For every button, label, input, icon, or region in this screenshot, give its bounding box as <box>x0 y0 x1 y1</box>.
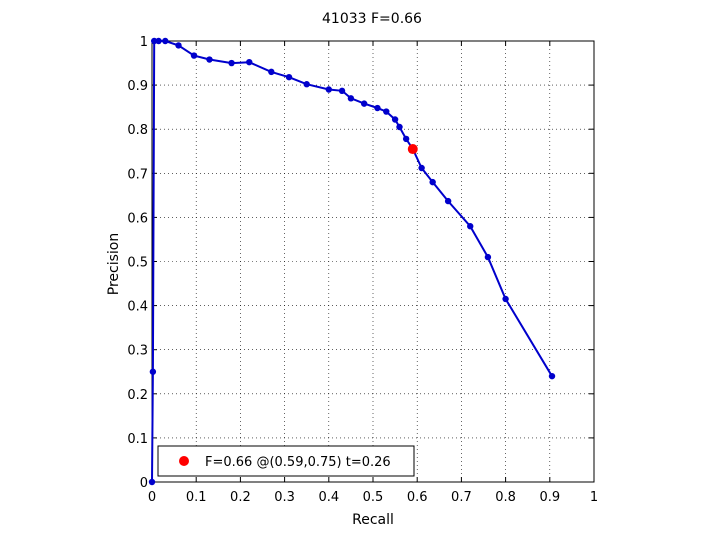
y-tick-label: 0.4 <box>127 300 148 315</box>
legend-box <box>157 445 415 477</box>
highlight-layer <box>407 144 418 155</box>
legend-marker <box>179 456 189 466</box>
data-point <box>268 68 275 76</box>
x-tick-label: 0.2 <box>230 490 251 505</box>
data-point <box>374 104 381 112</box>
data-point <box>360 100 368 107</box>
x-tick-label: 0.6 <box>407 490 428 505</box>
data-point <box>325 86 332 93</box>
data-point <box>162 37 169 45</box>
data-point <box>149 368 157 375</box>
data-point <box>484 253 492 261</box>
data-point <box>383 108 390 115</box>
series-layer <box>148 37 556 486</box>
data-point <box>228 59 235 67</box>
x-tick-label: 0.7 <box>451 490 472 505</box>
data-point <box>418 164 425 172</box>
grid <box>152 41 594 482</box>
y-tick-label: 0.7 <box>127 167 148 182</box>
data-point <box>303 81 310 88</box>
legend-label: F=0.66 @(0.59,0.75) t=0.26 <box>205 455 391 470</box>
data-point <box>155 37 162 45</box>
x-tick-label: 0.5 <box>363 490 384 505</box>
x-tick-label: 0.1 <box>186 490 207 505</box>
legend: F=0.66 @(0.59,0.75) t=0.26 <box>157 445 415 477</box>
y-tick-label: 0.6 <box>127 211 148 226</box>
y-tick-label: 0.5 <box>127 256 148 271</box>
x-axis-label: Recall <box>352 512 394 528</box>
data-point <box>285 73 293 81</box>
data-point <box>246 58 253 66</box>
data-point <box>502 295 509 303</box>
y-tick-label: 0.3 <box>127 344 148 359</box>
data-point <box>347 95 355 102</box>
x-axis-ticks: 0 0.1 0.2 0.3 0.4 0.5 0.6 0.7 0.8 0.9 1 <box>148 41 598 505</box>
data-point <box>444 197 452 205</box>
chart-title: 41033 F=0.66 <box>322 11 422 27</box>
data-point <box>396 123 403 131</box>
data-point <box>467 223 474 230</box>
data-point <box>548 372 556 380</box>
data-point <box>429 178 436 186</box>
x-tick-label: 0.9 <box>539 490 560 505</box>
data-point <box>402 135 410 143</box>
data-point <box>190 52 198 59</box>
data-point <box>175 42 182 49</box>
y-tick-label: 0 <box>140 476 148 491</box>
x-tick-label: 1 <box>590 490 598 505</box>
x-tick-label: 0.4 <box>318 490 339 505</box>
y-tick-label: 0.1 <box>127 432 148 447</box>
best-f-point <box>407 144 418 155</box>
data-point <box>151 37 158 45</box>
y-axis-label: Precision <box>106 233 122 295</box>
y-tick-label: 0.9 <box>127 79 148 94</box>
x-tick-label: 0.8 <box>495 490 516 505</box>
x-tick-label: 0 <box>148 490 156 505</box>
y-tick-label: 1 <box>140 35 148 50</box>
data-point <box>206 56 213 63</box>
data-point <box>391 116 399 123</box>
y-tick-label: 0.2 <box>127 388 148 403</box>
data-point <box>338 87 346 95</box>
x-tick-label: 0.3 <box>274 490 295 505</box>
y-tick-label: 0.8 <box>127 123 148 138</box>
y-axis-ticks: 0 0.1 0.2 0.3 0.4 0.5 0.6 0.7 0.8 0.9 1 <box>127 35 594 491</box>
data-point <box>148 478 156 486</box>
